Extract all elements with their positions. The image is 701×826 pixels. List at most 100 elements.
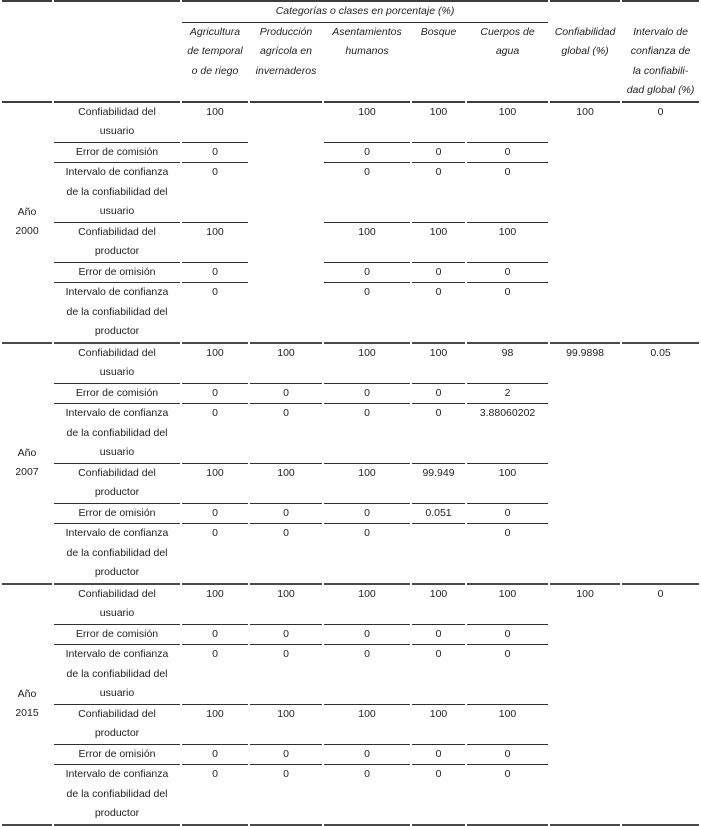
value-cell bbox=[250, 103, 322, 143]
value-cell: 0 bbox=[324, 163, 410, 223]
value-cell: 0 bbox=[250, 384, 322, 404]
value-cell: 0 bbox=[182, 163, 248, 223]
column-header-produccion: Producción agrícola en invernaderos bbox=[250, 23, 322, 103]
value-cell: 0 bbox=[182, 384, 248, 404]
value-cell: 0 bbox=[412, 645, 465, 705]
value-cell bbox=[622, 765, 700, 826]
row-label: Confiabilidad del usuario bbox=[54, 585, 180, 625]
value-cell: 0 bbox=[412, 283, 465, 344]
value-cell: 0 bbox=[182, 745, 248, 765]
value-cell: 0 bbox=[412, 745, 465, 765]
value-cell: 0 bbox=[250, 645, 322, 705]
value-cell bbox=[622, 143, 699, 164]
value-cell: 0 bbox=[324, 625, 410, 645]
row-label: Intervalo de confianza de la confiabilid… bbox=[54, 404, 180, 464]
row-label: Error de omisión bbox=[54, 745, 180, 765]
value-cell bbox=[622, 645, 699, 705]
value-cell: 0 bbox=[467, 524, 549, 585]
value-cell: 0.051 bbox=[412, 504, 465, 524]
row-label: Confiabilidad del usuario bbox=[54, 103, 180, 143]
group-header-row: Categorías o clases en porcentaje (%) bbox=[2, 0, 700, 23]
value-cell: 0 bbox=[467, 765, 549, 826]
value-cell: 0 bbox=[467, 504, 549, 524]
row-label: Intervalo de confianza de la confiabilid… bbox=[54, 163, 180, 223]
value-cell: 0 bbox=[182, 504, 248, 524]
value-cell bbox=[622, 223, 699, 263]
table-row: Error de comisión 0 0 0 0 0 bbox=[2, 625, 699, 646]
value-cell bbox=[550, 223, 620, 263]
value-cell: 2 bbox=[467, 384, 549, 404]
column-header-confiabilidad-global: Confiabilidad global (%) bbox=[550, 23, 621, 103]
value-cell bbox=[550, 705, 620, 745]
table-row: Error de omisión 0 0 0 0.051 0 bbox=[2, 504, 699, 525]
year-label: Año 2015 bbox=[2, 585, 52, 826]
table-body: Año 2000 Confiabilidad del usuario 100 100 1… bbox=[2, 103, 700, 826]
value-cell: 0 bbox=[250, 524, 322, 585]
value-cell: 100 bbox=[467, 705, 549, 745]
value-cell: 98 bbox=[467, 344, 549, 384]
row-label: Intervalo de confianza de la confiabilid… bbox=[54, 645, 180, 705]
corner-spacer bbox=[2, 0, 52, 23]
value-cell: 0 bbox=[412, 384, 465, 404]
column-header-row: Agricultura de temporal o de riego Produ… bbox=[2, 23, 700, 103]
value-cell: 99.949 bbox=[412, 464, 465, 504]
table-row: Intervalo de confianza de la confiabilid… bbox=[2, 283, 700, 344]
value-cell bbox=[622, 263, 699, 284]
column-header-cuerpos-de-agua: Cuerpos de agua bbox=[467, 23, 549, 103]
value-cell: 0 bbox=[324, 384, 410, 404]
table-row: Intervalo de confianza de la confiabilid… bbox=[2, 404, 699, 464]
interval-column-spacer bbox=[622, 0, 700, 23]
value-cell bbox=[622, 504, 699, 525]
value-cell: 0 bbox=[182, 143, 248, 163]
value-cell: 100 bbox=[412, 585, 465, 625]
column-header-bosque: Bosque bbox=[412, 23, 465, 103]
value-cell: 0 bbox=[250, 404, 322, 464]
value-cell: 100 bbox=[412, 344, 465, 384]
value-cell: 100 bbox=[412, 103, 465, 143]
value-cell bbox=[622, 283, 700, 344]
value-cell: 100 bbox=[467, 464, 549, 504]
value-cell: 3.88060202 bbox=[467, 404, 549, 464]
value-cell bbox=[550, 464, 620, 504]
value-cell bbox=[550, 163, 620, 223]
value-cell: 100 bbox=[250, 705, 322, 745]
row-label: Intervalo de confianza de la confiabilid… bbox=[54, 765, 180, 826]
value-cell: 0 bbox=[324, 404, 410, 464]
empty-header-cell bbox=[2, 23, 52, 103]
value-cell: 0 bbox=[657, 105, 664, 118]
value-cell: 0 bbox=[324, 765, 410, 826]
value-cell bbox=[550, 504, 620, 525]
value-cell: 100 bbox=[576, 587, 594, 600]
value-cell: 0 bbox=[467, 263, 549, 283]
column-header-intervalo-confianza: Intervalo de confianza de la confiabili-… bbox=[622, 23, 700, 103]
column-header-agricultura: Agricultura de temporal o de riego bbox=[182, 23, 248, 103]
value-cell bbox=[412, 524, 465, 585]
value-cell: 100 bbox=[324, 223, 410, 263]
value-cell: 0 bbox=[324, 143, 410, 163]
value-cell bbox=[250, 283, 322, 344]
value-cell: 0 bbox=[324, 263, 410, 283]
row-label: Error de comisión bbox=[54, 143, 180, 163]
value-cell: 0 bbox=[182, 263, 248, 283]
row-label: Confiabilidad del productor bbox=[54, 464, 180, 504]
value-cell: 0 bbox=[657, 587, 664, 600]
value-cell: 0 bbox=[250, 504, 322, 524]
value-cell bbox=[550, 625, 620, 646]
value-cell: 0 bbox=[182, 524, 248, 585]
row-label: Confiabilidad del productor bbox=[54, 705, 180, 745]
column-header-asentamientos: Asentamientos humanos bbox=[324, 23, 410, 103]
value-cell: 0 bbox=[324, 745, 410, 765]
value-cell bbox=[622, 524, 700, 585]
value-cell: 0 bbox=[467, 283, 549, 344]
value-cell: 100 bbox=[412, 223, 465, 263]
year-label: Año 2007 bbox=[2, 344, 52, 585]
table-row: Confiabilidad del productor 100 100 100 100 bbox=[2, 223, 699, 263]
value-cell bbox=[622, 705, 699, 745]
value-cell: 100 bbox=[182, 464, 248, 504]
value-cell: 100 bbox=[324, 585, 410, 625]
row-label: Error de omisión bbox=[54, 263, 180, 283]
value-cell bbox=[250, 163, 322, 223]
value-cell: 0 bbox=[182, 765, 248, 826]
value-cell bbox=[622, 163, 699, 223]
value-cell bbox=[622, 625, 699, 646]
